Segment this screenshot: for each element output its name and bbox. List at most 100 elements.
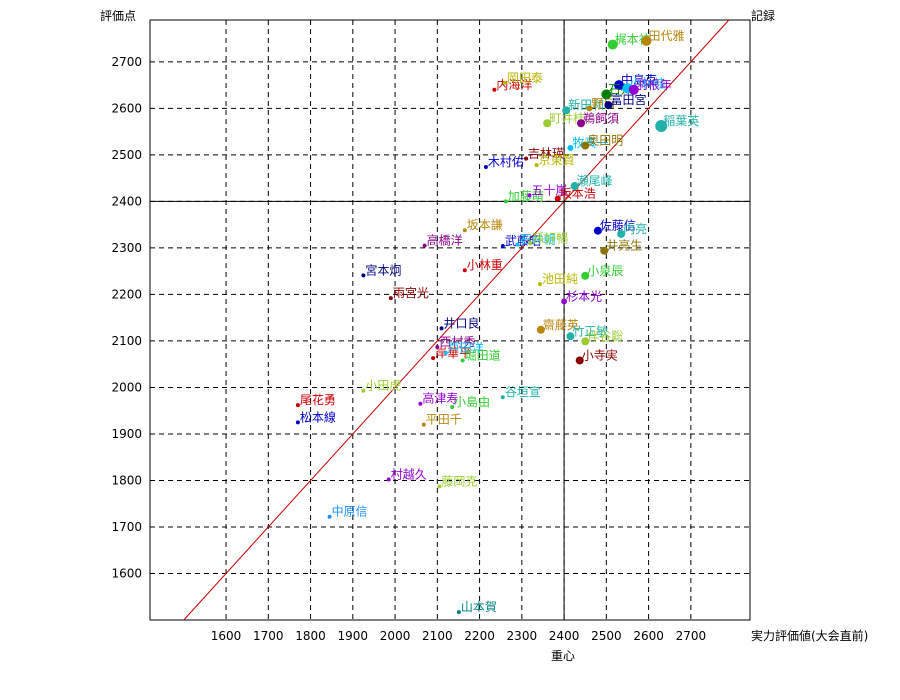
data-point (450, 404, 455, 409)
y-axis-ticks: 1600 1700 1800 1900 2000 2100 2200 2300 2400 2500… (111, 55, 142, 581)
data-point-label: 中原信 (332, 504, 368, 519)
data-point (561, 298, 568, 305)
data-point-label: 松本線 (300, 409, 336, 424)
y-axis-label: 評価点 (100, 8, 136, 23)
data-point-label: 稲葉英 (663, 114, 699, 128)
data-point-label: 鵜飼須 (583, 110, 619, 125)
data-point (575, 356, 584, 365)
data-point-label: 杉本光 (566, 289, 602, 303)
data-point (576, 119, 585, 128)
y-tick-label: 1900 (111, 427, 142, 441)
data-point-label: 坂本謙 (467, 218, 503, 232)
data-point-label: 新田和 (568, 97, 604, 112)
data-point-label: 小田虎 (365, 379, 401, 393)
data-point (567, 144, 574, 151)
data-point (437, 484, 442, 489)
data-point (600, 246, 609, 255)
y-tick-label: 2300 (111, 241, 142, 255)
data-point-label: 奥田明 (587, 134, 623, 148)
reference-line (183, 19, 730, 621)
data-point (562, 106, 571, 115)
data-point (460, 358, 465, 363)
data-point-label: 雨宮光 (393, 285, 429, 300)
data-point (581, 141, 590, 150)
data-point-label: 瀬尾峰 (577, 174, 613, 188)
y-tick-label: 1800 (111, 473, 142, 487)
data-point (601, 89, 612, 100)
data-point-label: 山本賀 (461, 600, 497, 614)
data-point-label: 高津寿 (422, 391, 458, 406)
x-tick-label: 2400 (549, 629, 580, 643)
data-point-label: 町井桂 (549, 110, 585, 125)
data-point-label: 坂本浩 (560, 187, 596, 201)
data-point-label: 岸華平 (435, 346, 471, 360)
data-point-label: 木村佑 (488, 155, 524, 169)
data-point-label: 齋藤英 (543, 317, 579, 332)
data-point (295, 403, 300, 408)
data-point (581, 337, 590, 346)
data-point (515, 242, 520, 247)
x-axis-label: 実力評価値(大会直前) (751, 628, 868, 643)
data-point-label: 田代雅 (648, 28, 684, 43)
data-point-label: 伴谷聡 (587, 329, 623, 343)
data-point (422, 243, 427, 248)
data-point-label: 五十嵐 (531, 183, 567, 197)
data-point (543, 119, 552, 128)
data-point (295, 420, 300, 425)
data-point-label: 井亮生 (606, 238, 642, 253)
data-point-label: 谷垣宣 (505, 384, 541, 399)
data-point-label: 孫好暢 (532, 231, 568, 245)
data-point (593, 226, 602, 235)
x-tick-label: 1800 (295, 629, 326, 643)
x-tick-label: 2000 (380, 629, 411, 643)
data-point-label: 佐藤信 (600, 219, 636, 233)
data-point-label: 岡田泰 (507, 71, 543, 85)
data-point-label: 内海洋 (496, 77, 532, 92)
data-point-label: 武藤昭 (505, 234, 541, 248)
data-point (570, 182, 579, 191)
y-tick-label: 2600 (111, 101, 142, 115)
data-point-label: 梶本祐 (615, 33, 651, 47)
data-point (566, 332, 575, 341)
data-point (617, 229, 626, 238)
data-point-label: 吉林瑛 (528, 147, 564, 161)
data-point-label: 小林桂 (629, 75, 665, 90)
data-point-label: 藤岡克 (441, 475, 477, 489)
data-point (388, 296, 393, 301)
data-point (528, 241, 533, 246)
data-point (431, 356, 436, 361)
data-point (607, 39, 618, 50)
y-tick-label: 2500 (111, 148, 142, 162)
data-point (361, 388, 366, 393)
data-point (655, 120, 668, 133)
y-tick-label: 2200 (111, 287, 142, 301)
data-point-label: 村越久 (391, 468, 427, 482)
data-point (462, 268, 467, 273)
data-point (500, 244, 505, 249)
data-point-label: 中島克 (621, 72, 657, 87)
data-point-label: 小泉辰 (587, 264, 623, 278)
y-tick-label: 1600 (111, 566, 142, 580)
x-tick-label: 2500 (591, 629, 622, 643)
data-point (502, 80, 507, 85)
data-point-label: 平田千 (426, 413, 462, 427)
data-point (614, 80, 625, 91)
data-point (500, 395, 505, 400)
x-tick-label: 2600 (633, 629, 664, 643)
x-tick-label: 1900 (338, 629, 369, 643)
data-point (503, 199, 508, 204)
data-point (435, 344, 440, 349)
y-tick-label: 2700 (111, 55, 142, 69)
data-point (554, 195, 561, 202)
x-axis-ticks: 1600 1700 1800 1900 2000 2100 2200 2300 2400 2500… (211, 629, 706, 643)
data-point (443, 351, 448, 356)
top-right-label: 記録 (751, 8, 775, 23)
data-point-label: 加藤萌 (508, 189, 544, 203)
data-point-label: 富田宮 (610, 92, 646, 107)
x-tick-label: 2200 (464, 629, 495, 643)
data-point (536, 325, 545, 334)
x-tick-label: 2700 (676, 629, 707, 643)
data-point-label: 小島由 (454, 394, 490, 409)
